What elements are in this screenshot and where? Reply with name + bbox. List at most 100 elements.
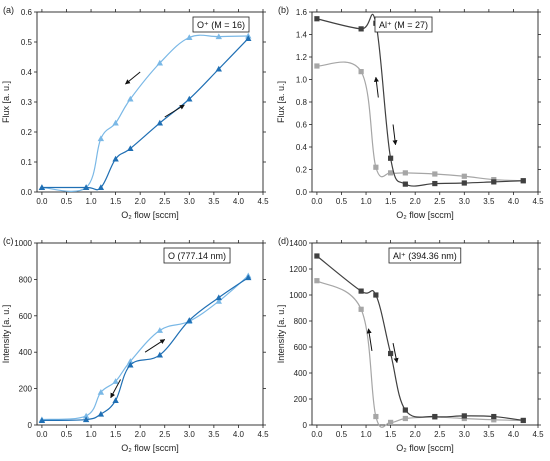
data-point [432,180,438,187]
x-tick-label: 3.0 [459,430,471,439]
plot-area [36,242,264,426]
y-tick-label: 200 [294,395,308,404]
panel-label: (c) [3,236,14,246]
y-tick-label: 1000 [289,291,307,300]
arrow [125,71,141,85]
data-point [97,184,105,191]
y-axis-label: Flux [a. u.] [1,81,11,123]
x-tick-label: 1.5 [385,430,397,439]
data-point [97,135,105,142]
data-point [156,327,164,333]
x-tick-label: 2.5 [159,430,171,439]
x-tick-label: 4.0 [508,430,520,439]
data-point [358,69,364,75]
data-point [491,413,497,420]
data-point [402,407,408,413]
data-point [127,95,134,102]
x-tick-label: 3.5 [208,197,220,206]
x-tick-label: 4.5 [257,197,269,206]
x-tick-label: 4.5 [532,430,544,439]
x-axis-label: O₂ flow [sccm] [396,210,454,220]
y-tick-label: 1000 [14,239,32,248]
x-tick-label: 0.0 [36,197,48,206]
panel-3: 0.0 0.5 1.0 1.5 2.0 2.5 3.0 3.5 4.0 4.5 0 200 400 600… [276,236,544,453]
panel-label: (a) [3,5,14,15]
y-tick-label: 1.2 [296,53,308,62]
x-tick-label: 3.0 [184,430,196,439]
data-point [82,412,90,419]
legend-text: Al⁺ (M = 27) [379,20,428,30]
data-point [314,253,320,259]
legend-box [388,247,462,264]
x-tick-label: 2.0 [135,197,147,206]
data-point [38,184,46,191]
x-tick-label: 1.0 [360,197,372,206]
data-point [186,34,193,41]
data-point [97,389,105,395]
data-point [127,361,134,368]
x-tick-label: 2.0 [410,197,422,206]
y-tick-label: 200 [19,385,33,394]
data-point [314,278,320,284]
data-point [373,164,379,170]
x-tick-label: 0.5 [61,430,73,439]
legend-box [374,16,433,33]
data-point [215,294,222,301]
data-point [373,413,379,420]
legend-text: Al⁺ (394.36 nm) [393,251,457,261]
x-tick-label: 0.0 [36,430,48,439]
y-tick-label: 1400 [289,239,307,248]
x-tick-label: 4.5 [532,197,544,206]
x-tick-label: 1.5 [110,197,122,206]
data-point [491,179,497,185]
y-tick-label: 0.8 [296,98,308,107]
x-tick-label: 0.5 [61,197,73,206]
panel-label: (d) [278,236,289,246]
y-tick-label: 0.6 [296,121,308,130]
data-point [314,16,320,22]
arrow [144,339,166,353]
arrow [110,379,121,399]
plot-area [311,11,539,193]
plot-area [36,11,264,193]
data-point [38,417,46,424]
panel-label: (b) [278,5,289,15]
data-point [402,170,408,176]
data-point [388,155,394,161]
x-tick-label: 3.0 [459,197,471,206]
x-tick-label: 1.5 [385,197,397,206]
data-point [215,33,222,40]
data-point [112,155,119,162]
y-tick-label: 1.4 [296,31,308,40]
data-point [358,306,364,312]
y-tick-label: 0.1 [21,158,33,167]
data-point [461,180,467,186]
data-point [112,119,119,126]
data-point [156,59,164,66]
data-point [215,298,222,304]
data-point [127,145,134,152]
legend-box [163,247,231,264]
data-point [388,419,394,425]
data-point [358,288,364,294]
y-tick-label: 1.0 [296,76,308,85]
data-point [156,351,164,358]
x-tick-label: 4.0 [233,430,245,439]
legend-text: O (777.14 nm) [168,251,226,261]
y-tick-label: 600 [294,343,308,352]
y-tick-label: 600 [19,312,33,321]
legend-text: O⁺ (M = 16) [197,20,245,30]
y-tick-label: 800 [19,275,33,284]
data-point [432,171,438,177]
y-tick-label: 0.2 [21,128,33,137]
panel-0: 0.0 0.5 1.0 1.5 2.0 2.5 3.0 3.5 4.0 4.5 0.0 0.1 0.2 0… [1,5,269,220]
y-tick-label: 0 [303,421,308,430]
data-point [314,63,320,69]
data-point [520,178,526,184]
y-tick-label: 0.4 [21,68,33,77]
x-tick-label: 2.5 [159,197,171,206]
x-tick-label: 1.0 [360,430,372,439]
y-axis-label: Intensity [a. u.] [276,305,286,364]
data-point [97,410,105,417]
data-point [186,95,193,102]
